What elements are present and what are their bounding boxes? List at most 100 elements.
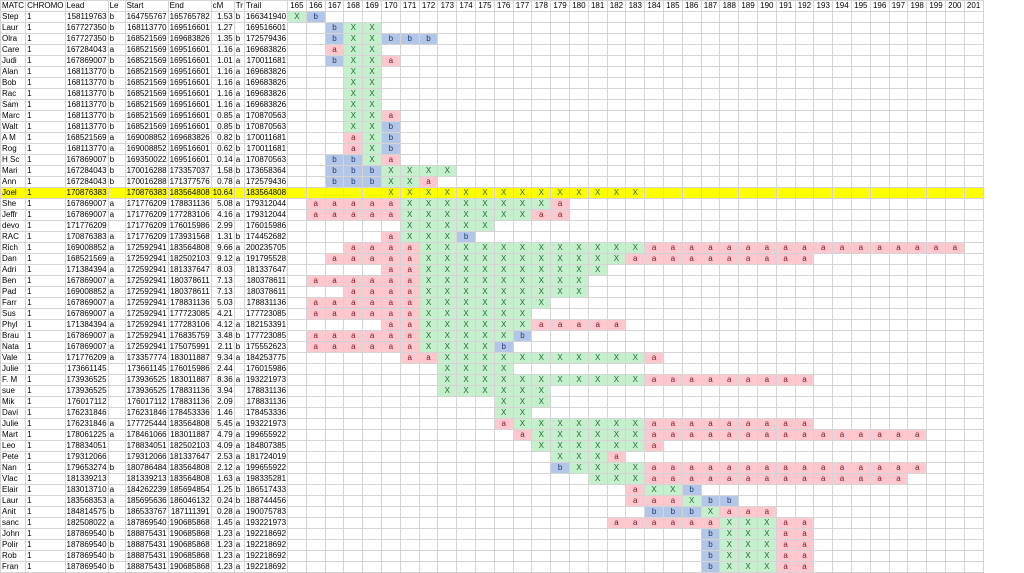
empty-cell[interactable] [907,176,928,188]
match-cell[interactable]: a [644,495,664,507]
empty-cell[interactable] [926,253,946,265]
empty-cell[interactable] [832,77,852,89]
empty-cell[interactable] [493,176,514,188]
match-cell[interactable]: X [437,297,458,309]
cell[interactable]: 177723085 [243,308,289,320]
match-cell[interactable]: b [512,330,533,342]
match-cell[interactable]: X [437,330,458,342]
empty-cell[interactable] [926,66,946,78]
match-cell[interactable]: X [512,319,533,331]
empty-cell[interactable] [738,66,758,78]
empty-cell[interactable] [944,385,965,397]
empty-cell[interactable] [662,330,683,342]
cell[interactable]: 177723085 [167,308,212,320]
cell[interactable]: a [107,132,126,144]
empty-cell[interactable] [644,99,664,111]
match-cell[interactable]: X [568,429,589,441]
empty-cell[interactable] [287,407,307,419]
empty-cell[interactable] [305,506,326,518]
empty-cell[interactable] [644,187,664,199]
cell[interactable]: 168521569 [64,132,109,144]
empty-cell[interactable] [813,550,834,562]
match-cell[interactable]: X [587,451,608,463]
empty-cell[interactable] [926,154,946,166]
empty-cell[interactable] [644,165,664,177]
empty-cell[interactable] [287,506,307,518]
match-cell[interactable]: a [794,528,815,540]
cell[interactable]: 1 [25,286,66,298]
cell[interactable]: a [233,77,245,89]
empty-cell[interactable] [606,198,627,210]
cell[interactable]: 172592941 [124,275,169,287]
match-cell[interactable]: a [850,429,871,441]
cell[interactable]: 169350022 [124,154,169,166]
empty-cell[interactable] [850,484,871,496]
empty-cell[interactable] [944,495,965,507]
cell[interactable]: 1 [25,484,66,496]
empty-cell[interactable] [550,330,570,342]
empty-cell[interactable] [963,242,984,254]
cell[interactable]: 1 [25,297,66,309]
empty-cell[interactable] [756,451,777,463]
empty-cell[interactable] [512,484,533,496]
empty-cell[interactable] [456,121,476,133]
match-cell[interactable]: X [437,198,458,210]
empty-cell[interactable] [644,121,664,133]
cell[interactable]: Rog [0,143,27,155]
empty-cell[interactable] [456,110,476,122]
match-cell[interactable]: a [381,110,401,122]
empty-cell[interactable] [456,539,476,551]
cell[interactable]: 9.12 [210,253,235,265]
empty-cell[interactable] [963,176,984,188]
empty-cell[interactable] [681,440,702,452]
match-cell[interactable]: a [775,374,796,386]
empty-cell[interactable] [531,44,552,56]
empty-cell[interactable] [926,88,946,100]
cell[interactable]: 5.08 [210,198,235,210]
empty-cell[interactable] [832,385,852,397]
cell[interactable]: 1 [25,253,66,265]
empty-cell[interactable] [775,121,796,133]
empty-cell[interactable] [888,275,909,287]
cell[interactable]: 4.21 [210,308,235,320]
empty-cell[interactable] [944,253,965,265]
empty-cell[interactable] [944,418,965,430]
empty-cell[interactable] [813,110,834,122]
match-cell[interactable]: X [456,286,476,298]
empty-cell[interactable] [625,396,646,408]
empty-cell[interactable] [456,11,476,23]
empty-cell[interactable] [869,143,890,155]
empty-cell[interactable] [794,176,815,188]
match-cell[interactable]: a [662,242,683,254]
empty-cell[interactable] [644,341,664,353]
empty-cell[interactable] [738,385,758,397]
cell[interactable]: 188744456 [243,495,289,507]
position-header[interactable]: 172 [418,0,439,12]
empty-cell[interactable] [587,286,608,298]
match-cell[interactable]: a [606,319,627,331]
cell[interactable]: Julie [0,363,27,375]
empty-cell[interactable] [493,473,514,485]
match-cell[interactable]: a [324,341,345,353]
match-cell[interactable]: X [493,198,514,210]
empty-cell[interactable] [625,143,646,155]
empty-cell[interactable] [324,187,345,199]
empty-cell[interactable] [944,88,965,100]
cell[interactable]: 167869007 [64,297,109,309]
empty-cell[interactable] [756,165,777,177]
empty-cell[interactable] [963,264,984,276]
cell[interactable]: 179312066 [64,451,109,463]
empty-cell[interactable] [944,473,965,485]
cell[interactable]: 178834051 [124,440,169,452]
empty-cell[interactable] [926,374,946,386]
match-cell[interactable]: X [437,253,458,265]
empty-cell[interactable] [869,33,890,45]
cell[interactable]: b [233,143,245,155]
empty-cell[interactable] [813,506,834,518]
empty-cell[interactable] [512,473,533,485]
empty-cell[interactable] [287,275,307,287]
empty-cell[interactable] [794,209,815,221]
empty-cell[interactable] [512,165,533,177]
match-cell[interactable]: b [381,33,401,45]
cell[interactable]: 172592941 [124,264,169,276]
